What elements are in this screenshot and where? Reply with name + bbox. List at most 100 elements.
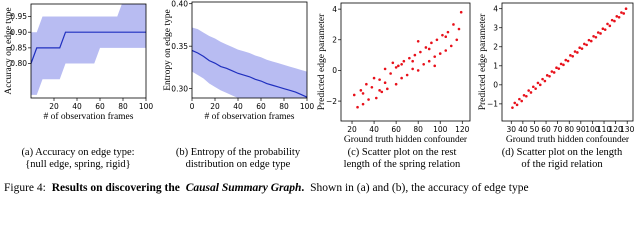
scatter-point	[596, 31, 600, 34]
scatter-point	[430, 41, 433, 45]
x-axis-label: # of observation frames	[205, 111, 295, 122]
caption-bold-italic: Causal Summary Graph	[186, 182, 302, 194]
subcaption: {null edge, spring, rigid}	[25, 159, 130, 170]
scatter-point	[576, 51, 579, 54]
scatter-point	[427, 47, 431, 51]
y-tick-label: 0	[332, 66, 337, 75]
scatter-point	[534, 87, 537, 90]
x-tick-label: 40	[369, 125, 379, 134]
scatter-point	[624, 7, 628, 11]
scatter-point	[444, 35, 448, 39]
scatter-point	[427, 59, 431, 63]
mean-line	[192, 49, 307, 98]
scatter-point	[378, 78, 381, 81]
plot-area	[192, 27, 307, 98]
scatter-point	[459, 10, 463, 14]
scatter-point	[352, 93, 356, 97]
scatter-point	[578, 46, 581, 50]
y-tick-label: 3	[493, 23, 498, 32]
scatter-point	[402, 59, 406, 63]
y-tick-label: 0	[493, 81, 498, 90]
subcaption: (c) Scatter plot on the rest	[348, 147, 457, 158]
caption-bold-end: .	[301, 182, 304, 194]
scatter-point	[585, 43, 588, 47]
x-tick-label: 120	[608, 125, 623, 134]
scatter-point	[573, 50, 577, 53]
scatter-point	[389, 72, 392, 75]
scatter-point	[386, 87, 389, 91]
confidence-band	[192, 27, 307, 98]
chart: 0 20 40 60 80 100 0.30 0.35 0.40 # of observation…	[163, 0, 314, 170]
scatter-point	[424, 46, 428, 49]
scatter-point	[367, 98, 370, 101]
scatter-point	[383, 81, 387, 84]
confidence-band	[31, 4, 146, 95]
x-axis-label: # of observation frames	[44, 111, 134, 122]
scatter-point	[422, 62, 425, 66]
scatter-point	[608, 24, 612, 28]
scatter-point	[606, 22, 609, 26]
scatter-point	[397, 64, 400, 68]
scatter-point	[559, 62, 563, 66]
x-tick-label: 80	[564, 125, 574, 134]
y-tick-label: 1	[493, 62, 498, 71]
scatter-point	[438, 52, 442, 55]
scatter-point	[613, 19, 616, 23]
x-tick-label: 30	[507, 125, 517, 134]
scatter-point	[555, 66, 558, 70]
scatter-point	[400, 76, 403, 80]
scatter-point	[513, 101, 517, 105]
scatter-point	[383, 67, 387, 71]
y-tick-label: 0.30	[171, 84, 188, 93]
x-tick-label: 100	[139, 102, 154, 111]
x-tick-label: 60	[95, 102, 105, 111]
subcaption: distribution on edge type	[186, 159, 291, 170]
scatter-point	[416, 40, 420, 43]
plot-area	[31, 4, 146, 95]
y-tick-label: 2	[332, 35, 337, 44]
axes-frame	[191, 1, 308, 99]
axes-frame	[501, 2, 634, 122]
scatter-point	[394, 66, 398, 69]
y-tick-label: −2	[326, 97, 337, 106]
scatter-point	[361, 92, 365, 95]
scatter-point	[538, 83, 542, 87]
scatter-point	[587, 38, 591, 42]
scatter-point	[449, 44, 453, 48]
scatter-point	[518, 97, 521, 101]
scatter-point	[599, 32, 602, 35]
scatter-point	[529, 91, 533, 94]
x-axis-label: Ground truth hidden confounder	[344, 134, 468, 145]
x-tick-label: 20	[49, 102, 59, 111]
x-tick-label: 40	[233, 102, 243, 111]
scatter-point	[589, 39, 593, 43]
scatter-point	[592, 35, 595, 38]
scatter-point	[359, 89, 363, 92]
scatter-point	[580, 47, 584, 50]
x-tick-label: 110	[597, 125, 612, 134]
scatter-point	[515, 103, 519, 107]
y-axis-label: Predicted edge parameter	[478, 13, 488, 110]
axes-frame	[30, 3, 147, 99]
scatter-point	[522, 94, 526, 97]
subcaption: (d) Scatter plot on the length	[502, 147, 623, 158]
scatter-point	[408, 56, 411, 60]
scatter-point	[433, 64, 437, 68]
scatter-point	[419, 50, 422, 54]
caption-text: Shown in (a) and (b), the accuracy of ed…	[310, 182, 528, 194]
scatter-point	[550, 70, 554, 73]
scatter-point	[361, 102, 365, 106]
x-tick-label: 20	[210, 102, 220, 111]
y-tick-label: 0.90	[10, 28, 27, 37]
subcaption: of the rigid relation	[521, 159, 603, 170]
y-axis-label: Accuracy on edge type	[4, 7, 14, 94]
scatter-point	[391, 61, 395, 65]
scatter-point	[356, 105, 359, 109]
scatter-point	[536, 81, 540, 85]
scatter-point	[541, 77, 544, 81]
subcaption: (a) Accuracy on edge type:	[21, 147, 134, 158]
scatter-point	[543, 79, 547, 83]
y-tick-label: −1	[487, 100, 498, 109]
x-tick-label: 80	[118, 102, 128, 111]
